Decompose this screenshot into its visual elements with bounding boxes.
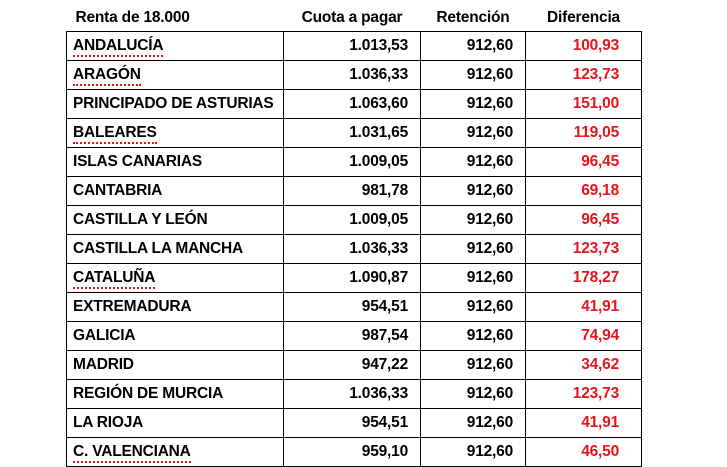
table-row: CASTILLA Y LEÓN 1.009,05 912,60 96,45 bbox=[66, 204, 642, 235]
retencion-cell: 912,60 bbox=[420, 204, 526, 235]
table-row: BALEARES 1.031,65 912,60 119,05 bbox=[66, 117, 642, 148]
region-name: CANTABRIA bbox=[73, 181, 163, 199]
region-cell: BALEARES bbox=[66, 117, 284, 148]
retencion-cell: 912,60 bbox=[420, 349, 526, 380]
table-row: ANDALUCÍA 1.013,53 912,60 100,93 bbox=[66, 30, 642, 61]
region-name: CASTILLA Y LEÓN bbox=[73, 210, 208, 228]
diferencia-cell: 100,93 bbox=[525, 30, 642, 61]
region-name: ARAGÓN bbox=[73, 65, 141, 86]
cuota-cell: 1.036,33 bbox=[283, 233, 421, 264]
region-cell: CASTILLA LA MANCHA bbox=[66, 233, 284, 264]
cuota-cell: 981,78 bbox=[283, 175, 421, 206]
table-header: Renta de 18.000 Cuota a pagar Retención … bbox=[67, 5, 642, 31]
cuota-cell: 1.013,53 bbox=[283, 30, 421, 61]
table-row: REGIÓN DE MURCIA 1.036,33 912,60 123,73 bbox=[66, 378, 642, 409]
cuota-cell: 1.031,65 bbox=[283, 117, 421, 148]
retencion-cell: 912,60 bbox=[420, 262, 526, 293]
table-row: CANTABRIA 981,78 912,60 69,18 bbox=[66, 175, 642, 206]
diferencia-cell: 151,00 bbox=[525, 88, 642, 119]
region-name: MADRID bbox=[73, 355, 134, 373]
region-cell: ANDALUCÍA bbox=[66, 30, 284, 61]
diferencia-cell: 34,62 bbox=[525, 349, 642, 380]
cuota-cell: 1.036,33 bbox=[283, 59, 421, 90]
region-name: REGIÓN DE MURCIA bbox=[73, 384, 224, 402]
header-row: Renta de 18.000 Cuota a pagar Retención … bbox=[67, 5, 642, 31]
table-row: MADRID 947,22 912,60 34,62 bbox=[66, 349, 642, 380]
region-cell: LA RIOJA bbox=[66, 407, 284, 438]
cuota-cell: 1.009,05 bbox=[283, 204, 421, 235]
header-retencion: Retención bbox=[436, 8, 510, 26]
region-cell: GALICIA bbox=[66, 320, 284, 351]
regions-tax-table: Renta de 18.000 Cuota a pagar Retención … bbox=[66, 5, 642, 467]
region-cell: CANTABRIA bbox=[66, 175, 284, 206]
region-cell: ARAGÓN bbox=[66, 59, 284, 90]
table-row: PRINCIPADO DE ASTURIAS 1.063,60 912,60 1… bbox=[66, 88, 642, 119]
retencion-cell: 912,60 bbox=[420, 378, 526, 409]
diferencia-cell: 123,73 bbox=[525, 233, 642, 264]
diferencia-cell: 96,45 bbox=[525, 204, 642, 235]
cuota-cell: 954,51 bbox=[283, 407, 421, 438]
retencion-cell: 912,60 bbox=[420, 407, 526, 438]
diferencia-cell: 123,73 bbox=[525, 378, 642, 409]
table-row: C. VALENCIANA 959,10 912,60 46,50 bbox=[66, 436, 642, 467]
table-body: ANDALUCÍA 1.013,53 912,60 100,93 ARAGÓN … bbox=[66, 30, 642, 467]
retencion-cell: 912,60 bbox=[420, 88, 526, 119]
cuota-cell: 1.036,33 bbox=[283, 378, 421, 409]
region-cell: EXTREMADURA bbox=[66, 291, 284, 322]
region-cell: C. VALENCIANA bbox=[66, 436, 284, 467]
region-cell: CASTILLA Y LEÓN bbox=[66, 204, 284, 235]
region-name: BALEARES bbox=[73, 123, 157, 144]
region-cell: PRINCIPADO DE ASTURIAS bbox=[66, 88, 284, 119]
retencion-cell: 912,60 bbox=[420, 117, 526, 148]
header-cuota: Cuota a pagar bbox=[301, 8, 403, 26]
header-renta: Renta de 18.000 bbox=[75, 8, 190, 26]
table-row: CATALUÑA 1.090,87 912,60 178,27 bbox=[66, 262, 642, 293]
diferencia-cell: 41,91 bbox=[525, 407, 642, 438]
region-name: ISLAS CANARIAS bbox=[73, 152, 202, 170]
region-name: GALICIA bbox=[73, 326, 136, 344]
retencion-cell: 912,60 bbox=[420, 175, 526, 206]
table-row: CASTILLA LA MANCHA 1.036,33 912,60 123,7… bbox=[66, 233, 642, 264]
cuota-cell: 1.090,87 bbox=[283, 262, 421, 293]
table-row: ISLAS CANARIAS 1.009,05 912,60 96,45 bbox=[66, 146, 642, 177]
region-name: ANDALUCÍA bbox=[73, 36, 164, 57]
cuota-cell: 947,22 bbox=[283, 349, 421, 380]
region-name: C. VALENCIANA bbox=[73, 442, 191, 463]
header-diferencia: Diferencia bbox=[547, 8, 620, 26]
retencion-cell: 912,60 bbox=[420, 436, 526, 467]
retencion-cell: 912,60 bbox=[420, 59, 526, 90]
retencion-cell: 912,60 bbox=[420, 146, 526, 177]
table-row: ARAGÓN 1.036,33 912,60 123,73 bbox=[66, 59, 642, 90]
region-name: LA RIOJA bbox=[73, 413, 144, 431]
region-cell: MADRID bbox=[66, 349, 284, 380]
diferencia-cell: 74,94 bbox=[525, 320, 642, 351]
retencion-cell: 912,60 bbox=[420, 30, 526, 61]
cuota-cell: 1.063,60 bbox=[283, 88, 421, 119]
diferencia-cell: 119,05 bbox=[525, 117, 642, 148]
cuota-cell: 954,51 bbox=[283, 291, 421, 322]
diferencia-cell: 96,45 bbox=[525, 146, 642, 177]
diferencia-cell: 69,18 bbox=[525, 175, 642, 206]
diferencia-cell: 46,50 bbox=[525, 436, 642, 467]
region-cell: CATALUÑA bbox=[66, 262, 284, 293]
region-name: CATALUÑA bbox=[73, 268, 155, 289]
diferencia-cell: 123,73 bbox=[525, 59, 642, 90]
region-cell: ISLAS CANARIAS bbox=[66, 146, 284, 177]
table-row: GALICIA 987,54 912,60 74,94 bbox=[66, 320, 642, 351]
cuota-cell: 987,54 bbox=[283, 320, 421, 351]
income-tax-table-container: Renta de 18.000 Cuota a pagar Retención … bbox=[66, 5, 642, 467]
retencion-cell: 912,60 bbox=[420, 233, 526, 264]
cuota-cell: 1.009,05 bbox=[283, 146, 421, 177]
retencion-cell: 912,60 bbox=[420, 291, 526, 322]
region-name: PRINCIPADO DE ASTURIAS bbox=[73, 94, 274, 112]
diferencia-cell: 178,27 bbox=[525, 262, 642, 293]
region-name: EXTREMADURA bbox=[73, 297, 192, 315]
region-name: CASTILLA LA MANCHA bbox=[73, 239, 244, 257]
table-row: LA RIOJA 954,51 912,60 41,91 bbox=[66, 407, 642, 438]
region-cell: REGIÓN DE MURCIA bbox=[66, 378, 284, 409]
cuota-cell: 959,10 bbox=[283, 436, 421, 467]
retencion-cell: 912,60 bbox=[420, 320, 526, 351]
diferencia-cell: 41,91 bbox=[525, 291, 642, 322]
table-row: EXTREMADURA 954,51 912,60 41,91 bbox=[66, 291, 642, 322]
